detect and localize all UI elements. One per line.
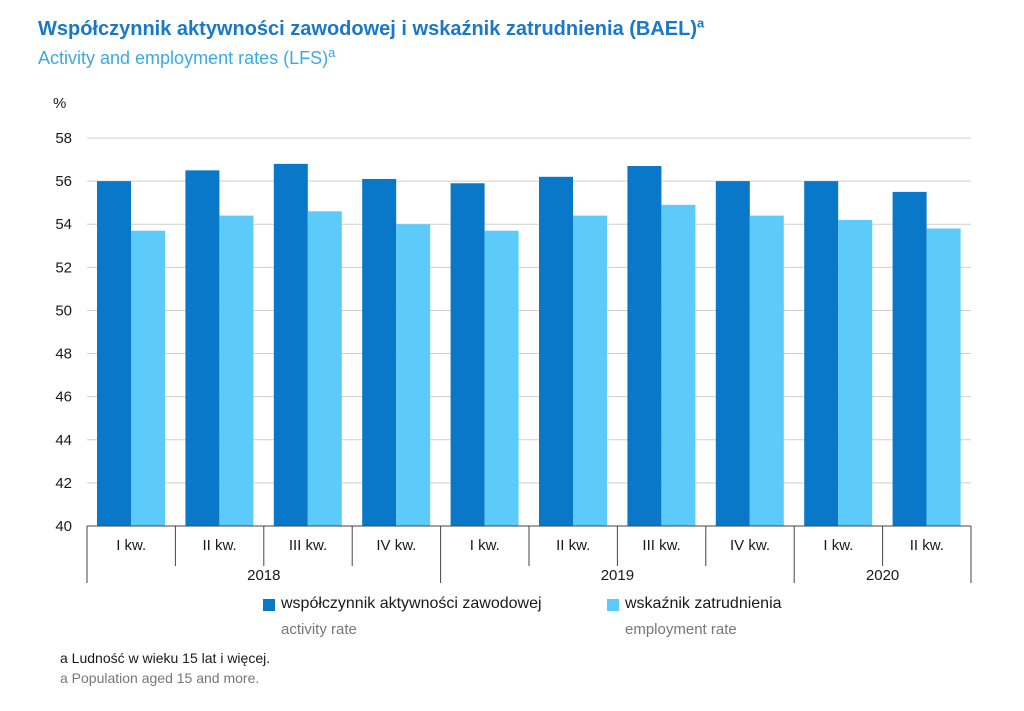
bar-employment — [396, 224, 431, 526]
footnote-pl: a Ludność w wieku 15 lat i więcej. — [60, 650, 271, 666]
bar-activity — [804, 181, 839, 526]
legend-swatch-activity — [263, 599, 275, 611]
year-label: 2019 — [601, 567, 634, 584]
y-tick-label: 40 — [55, 518, 72, 535]
bar-employment — [307, 211, 342, 527]
y-tick-label: 48 — [55, 346, 72, 363]
x-tick-label: II kw. — [556, 537, 590, 554]
y-tick-label: 50 — [55, 302, 72, 319]
legend-label-employment-en: employment rate — [625, 621, 737, 638]
bar-employment — [926, 228, 961, 527]
x-tick-label: I kw. — [470, 537, 500, 554]
y-axis-unit: % — [53, 95, 66, 112]
x-tick-label: I kw. — [823, 537, 853, 554]
bar-activity — [627, 166, 662, 526]
x-tick-label: I kw. — [116, 537, 146, 554]
x-tick-label: II kw. — [203, 537, 237, 554]
y-tick-label: 54 — [55, 216, 72, 233]
bar-employment — [661, 204, 696, 527]
x-tick-label: IV kw. — [730, 537, 770, 554]
y-tick-label: 56 — [55, 173, 72, 190]
subtitle-superscript: a — [328, 45, 336, 60]
legend-label-activity-en: activity rate — [281, 621, 357, 638]
bar-activity — [539, 176, 573, 527]
y-tick-label: 44 — [55, 432, 72, 449]
y-tick-label: 52 — [55, 259, 72, 276]
bar-activity — [362, 178, 397, 526]
bar-activity — [892, 191, 927, 526]
bar-activity — [450, 183, 485, 526]
legend-label-employment: wskaźnik zatrudnienia — [625, 595, 782, 612]
footnote-en: a Population aged 15 and more. — [60, 670, 260, 686]
bar-activity — [715, 181, 750, 526]
legend-label-activity: współczynnik aktywności zawodowej — [281, 595, 542, 612]
bar-activity — [273, 163, 308, 526]
bar-employment — [219, 215, 254, 526]
year-label: 2020 — [866, 567, 899, 584]
bar-employment — [484, 230, 519, 526]
y-tick-label: 42 — [55, 475, 72, 492]
bar-employment — [131, 230, 165, 526]
bar-activity — [97, 181, 131, 526]
legend-swatch-employment — [607, 599, 619, 611]
y-tick-label: 58 — [55, 130, 72, 147]
chart-title: Współczynnik aktywności zawodowej i wska… — [38, 15, 705, 40]
x-tick-label: II kw. — [910, 537, 944, 554]
bar-employment — [749, 215, 784, 526]
bar-activity — [185, 170, 220, 527]
chart-subtitle: Activity and employment rates (LFS)a — [38, 45, 336, 68]
title-superscript: a — [697, 15, 705, 31]
year-label: 2018 — [247, 567, 280, 584]
y-tick-label: 46 — [55, 389, 72, 406]
bar-employment — [573, 215, 607, 526]
x-tick-label: IV kw. — [376, 537, 416, 554]
bar-employment — [838, 219, 873, 526]
x-tick-label: III kw. — [642, 537, 680, 554]
x-tick-label: III kw. — [289, 537, 327, 554]
